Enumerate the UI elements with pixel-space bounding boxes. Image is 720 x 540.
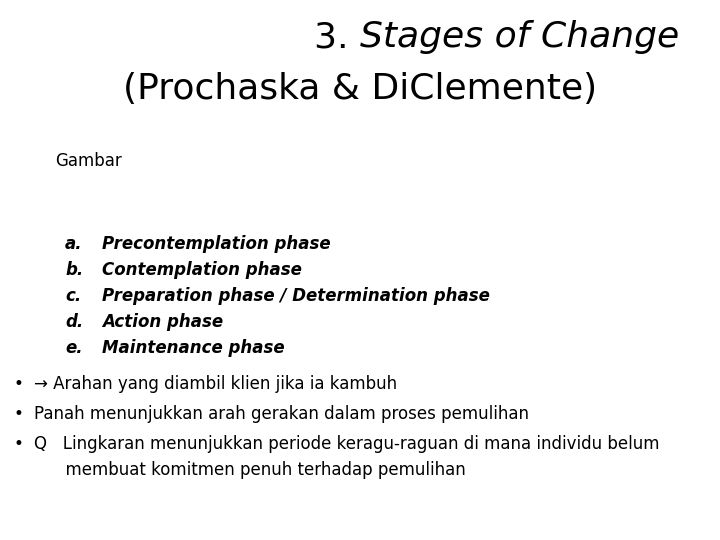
Text: Precontemplation phase: Precontemplation phase <box>102 235 330 253</box>
Text: Action phase: Action phase <box>102 313 223 331</box>
Text: e.: e. <box>65 339 83 357</box>
Text: b.: b. <box>65 261 84 279</box>
Text: Panah menunjukkan arah gerakan dalam proses pemulihan: Panah menunjukkan arah gerakan dalam pro… <box>34 405 529 423</box>
Text: a.: a. <box>65 235 83 253</box>
Text: •: • <box>14 375 24 393</box>
Text: 3.: 3. <box>314 20 360 54</box>
Text: •: • <box>14 405 24 423</box>
Text: Q   Lingkaran menunjukkan periode keragu-raguan di mana individu belum: Q Lingkaran menunjukkan periode keragu-r… <box>34 435 660 453</box>
Text: •: • <box>14 435 24 453</box>
Text: → Arahan yang diambil klien jika ia kambuh: → Arahan yang diambil klien jika ia kamb… <box>34 375 397 393</box>
Text: Maintenance phase: Maintenance phase <box>102 339 284 357</box>
Text: membuat komitmen penuh terhadap pemulihan: membuat komitmen penuh terhadap pemuliha… <box>34 461 466 479</box>
Text: Preparation phase / Determination phase: Preparation phase / Determination phase <box>102 287 490 305</box>
Text: Stages of Change: Stages of Change <box>360 20 679 54</box>
Text: Gambar: Gambar <box>55 152 122 170</box>
Text: c.: c. <box>65 287 81 305</box>
Text: (Prochaska & DiClemente): (Prochaska & DiClemente) <box>123 72 597 106</box>
Text: d.: d. <box>65 313 84 331</box>
Text: Contemplation phase: Contemplation phase <box>102 261 302 279</box>
